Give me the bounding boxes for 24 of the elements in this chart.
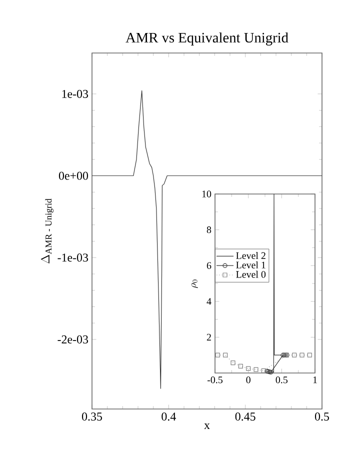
x-tick-label: 0.45	[235, 412, 256, 421]
y-tick-label: 0e+00	[58, 172, 88, 180]
y-tick-label: -2e-03	[58, 335, 88, 344]
y-tick-label: 8	[206, 226, 212, 234]
x-axis-title: x	[204, 423, 210, 429]
chart-title: AMR vs Equivalent Unigrid	[126, 32, 288, 46]
x-tick-label: 0.4	[162, 412, 176, 421]
y-axis-title: $\Delta_{\mbox{\small AMR - Unigrid}}$	[40, 198, 54, 264]
y-axis-title: $\rho_{0}$	[191, 280, 198, 288]
legend-label: Level 0	[236, 270, 266, 278]
y-tick-label: 4	[206, 298, 212, 305]
y-tick-label: -1e-03	[58, 254, 88, 262]
y-tick-label: 10	[202, 190, 212, 198]
legend-label: Level 1	[236, 261, 266, 268]
x-tick-label: 0	[246, 376, 250, 384]
x-tick-label: 0.5	[314, 412, 330, 421]
x-tick-label: 0.35	[82, 412, 102, 421]
y-tick-label: 1e-03	[62, 90, 88, 98]
y-tick-label: 6	[206, 262, 212, 269]
legend-label: Level 2	[236, 252, 266, 259]
x-tick-label: 1	[313, 376, 317, 384]
x-tick-label: -0.5	[207, 376, 222, 384]
y-tick-label: 2	[206, 334, 211, 340]
x-tick-label: 0.5	[276, 376, 288, 384]
